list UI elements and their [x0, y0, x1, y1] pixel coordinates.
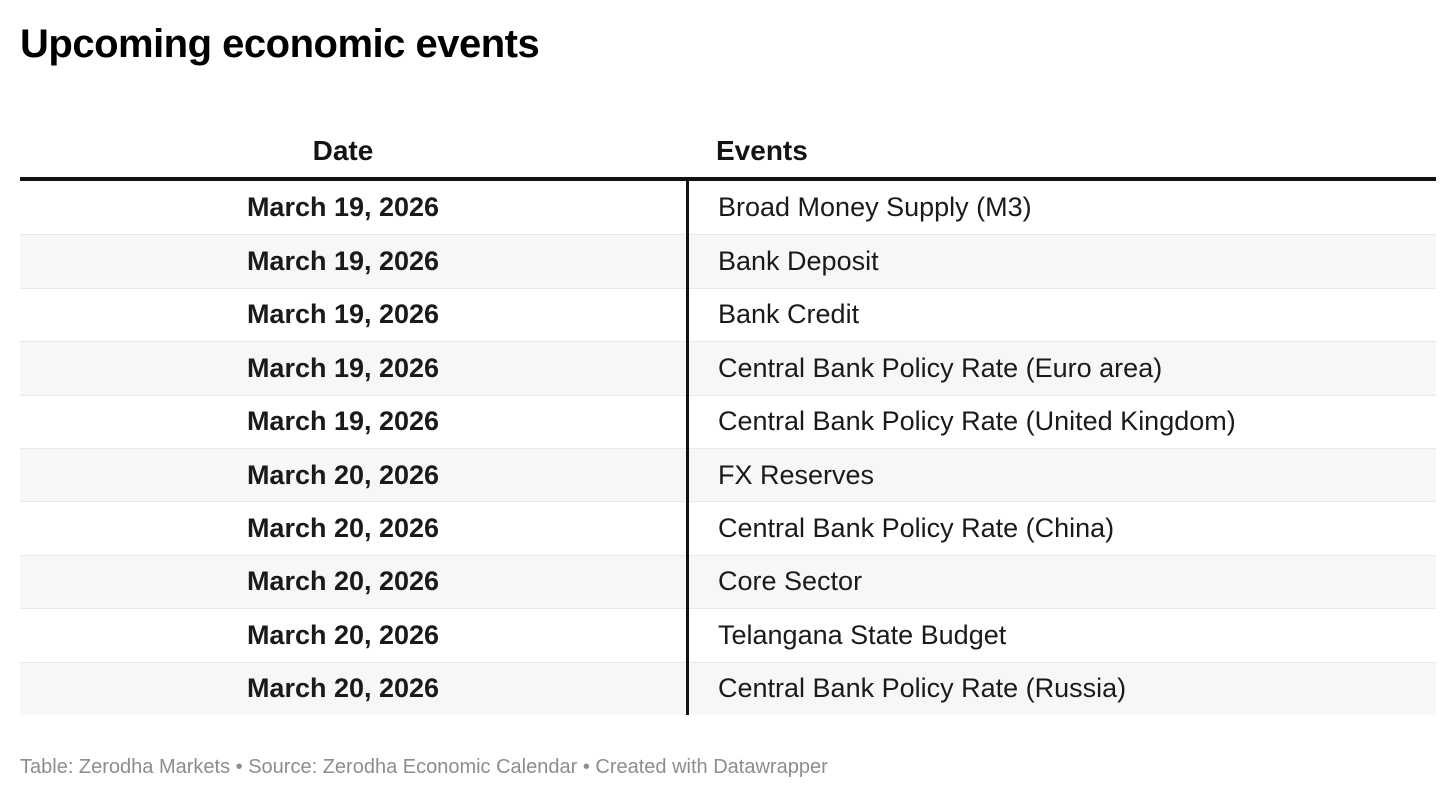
table-row: March 19, 2026 Central Bank Policy Rate …	[20, 341, 1436, 395]
column-header-date: Date	[312, 135, 374, 166]
date-cell: March 19, 2026	[246, 192, 440, 223]
table-row: March 20, 2026 FX Reserves	[20, 447, 1436, 502]
table-row: March 20, 2026 Central Bank Policy Rate …	[20, 501, 1436, 555]
date-cell: March 20, 2026	[246, 459, 440, 490]
table-row: March 19, 2026 Central Bank Policy Rate …	[20, 394, 1436, 448]
date-cell: March 19, 2026	[246, 299, 440, 330]
table-header-row: Date Events	[20, 123, 1436, 181]
column-header-events: Events	[716, 135, 808, 166]
event-cell: Broad Money Supply (M3)	[718, 192, 1032, 223]
date-cell: March 19, 2026	[246, 246, 440, 277]
table-row: March 19, 2026 Bank Credit	[20, 287, 1436, 342]
table-row: March 19, 2026 Bank Deposit	[20, 234, 1436, 288]
date-cell: March 20, 2026	[246, 673, 440, 704]
date-cell: March 19, 2026	[246, 352, 440, 383]
event-cell: Central Bank Policy Rate (Russia)	[718, 673, 1127, 704]
date-cell: March 20, 2026	[246, 513, 440, 544]
column-divider	[686, 181, 689, 715]
table-row: March 20, 2026 Core Sector	[20, 554, 1436, 609]
date-cell: March 20, 2026	[246, 619, 440, 650]
table-body: March 19, 2026 Broad Money Supply (M3) M…	[20, 181, 1436, 715]
event-cell: Bank Credit	[718, 299, 860, 330]
event-cell: Central Bank Policy Rate (Euro area)	[718, 352, 1163, 383]
date-cell: March 20, 2026	[246, 566, 440, 597]
table-row: March 20, 2026 Telangana State Budget	[20, 608, 1436, 662]
event-cell: Central Bank Policy Rate (China)	[718, 513, 1115, 544]
event-cell: Central Bank Policy Rate (United Kingdom…	[718, 406, 1236, 437]
page-title: Upcoming economic events	[20, 22, 540, 66]
event-cell: Core Sector	[718, 566, 863, 597]
event-cell: Telangana State Budget	[718, 619, 1007, 650]
attribution-footer: Table: Zerodha Markets • Source: Zerodha…	[20, 755, 828, 778]
event-cell: FX Reserves	[718, 459, 875, 490]
event-cell: Bank Deposit	[718, 246, 879, 277]
table-row: March 19, 2026 Broad Money Supply (M3)	[20, 181, 1436, 235]
events-table: Date Events March 19, 2026 Broad Money S…	[20, 123, 1436, 715]
table-row: March 20, 2026 Central Bank Policy Rate …	[20, 661, 1436, 715]
date-cell: March 19, 2026	[246, 406, 440, 437]
